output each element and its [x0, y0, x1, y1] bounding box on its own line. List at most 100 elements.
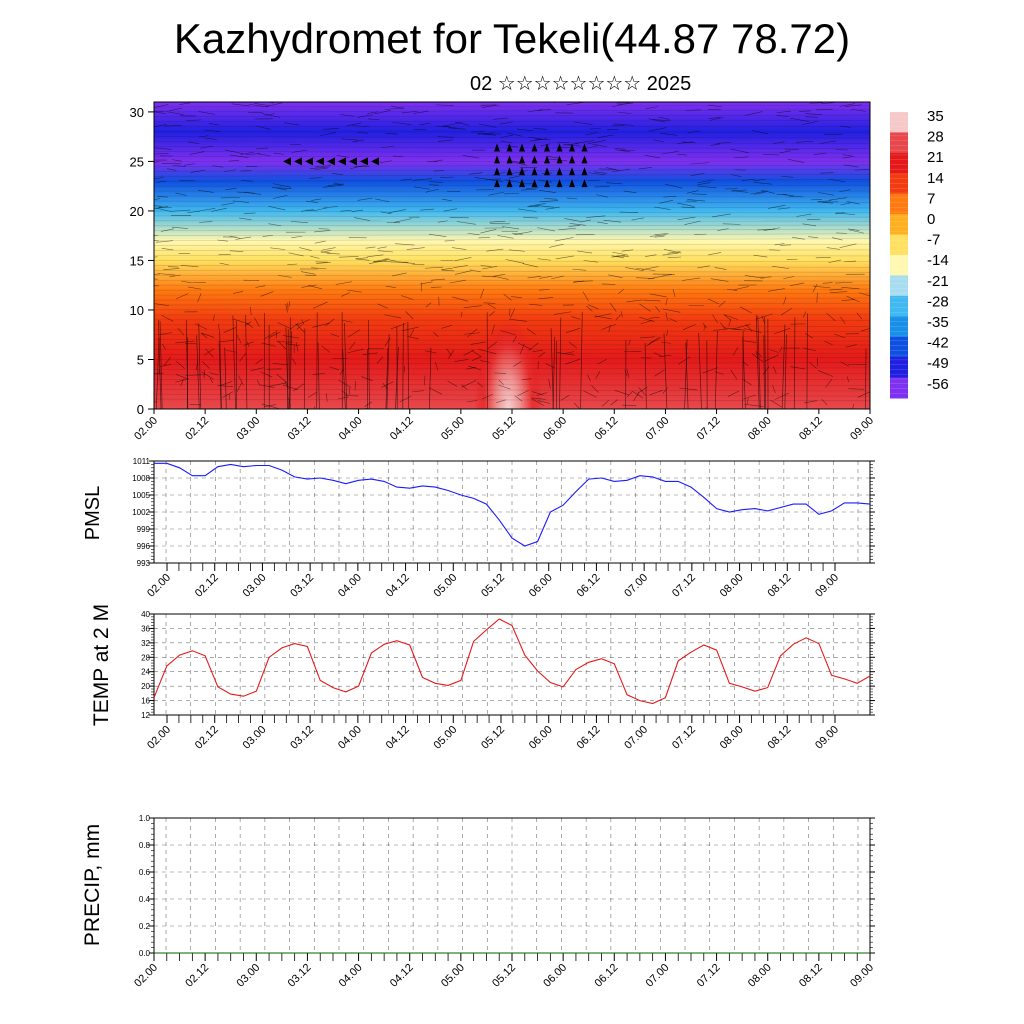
wind-streamline	[254, 103, 270, 106]
contour-line	[154, 265, 870, 268]
x-tick-label: 04.00	[336, 572, 364, 600]
wind-streamline	[481, 104, 500, 108]
wind-streamline	[488, 191, 504, 196]
wind-arrow	[581, 155, 588, 164]
x-tick-label: 05.00	[439, 962, 467, 990]
wind-streamline	[804, 332, 813, 339]
wind-streamline	[558, 227, 577, 231]
colorbar-label: 14	[927, 170, 944, 187]
wind-streamline	[776, 115, 789, 117]
wind-streamline	[527, 275, 542, 279]
wind-streamline	[733, 323, 751, 330]
wind-streamline	[769, 349, 779, 353]
wind-streamline	[533, 128, 547, 130]
contour-line	[154, 293, 870, 296]
wind-arrow	[506, 143, 513, 152]
wind-streamline	[772, 265, 790, 269]
wind-streamline	[175, 293, 189, 300]
wind-streamline	[272, 363, 288, 366]
wind-streamline	[601, 323, 617, 330]
wind-streamline	[448, 127, 467, 130]
wind-arrow	[581, 167, 588, 176]
wind-streamline	[662, 308, 681, 313]
wind-streamline	[513, 361, 522, 367]
wind-streamline	[658, 116, 670, 120]
wind-streamline	[344, 323, 348, 409]
wind-streamline	[309, 177, 322, 179]
wind-streamline	[586, 215, 606, 218]
wind-streamline	[365, 246, 376, 249]
wind-streamline	[560, 395, 570, 401]
wind-streamline	[437, 139, 453, 142]
wind-streamline	[338, 379, 352, 388]
wind-streamline	[222, 391, 234, 398]
wind-streamline	[554, 237, 574, 242]
wind-streamline	[367, 254, 384, 258]
wind-streamline	[544, 198, 558, 200]
wind-streamline	[572, 268, 587, 271]
wind-streamline	[666, 329, 669, 336]
wind-streamline	[276, 187, 292, 189]
wind-streamline	[180, 378, 184, 387]
wind-streamline	[805, 113, 822, 115]
x-tick-label: 02.12	[183, 415, 211, 443]
wind-streamline	[321, 247, 336, 251]
y-tick-label: 0.2	[139, 922, 151, 931]
wind-arrow	[531, 167, 538, 176]
wind-streamline	[497, 235, 514, 239]
y-tick-label: 993	[137, 559, 151, 568]
wind-streamline	[154, 285, 160, 287]
wind-streamline	[197, 293, 202, 303]
wind-streamline	[808, 236, 819, 239]
wind-streamline	[463, 332, 480, 335]
y-axis-label: PRECIP, mm	[81, 824, 104, 946]
wind-streamline	[512, 336, 517, 343]
wind-streamline	[512, 233, 523, 235]
wind-streamline	[517, 342, 532, 350]
colorbar-label: -49	[927, 355, 949, 372]
wind-streamline	[447, 380, 458, 387]
wind-streamline	[463, 305, 482, 309]
wind-streamline	[277, 340, 287, 350]
wind-streamline	[154, 147, 172, 150]
wind-streamline	[409, 329, 415, 337]
wind-streamline	[474, 177, 487, 180]
wind-streamline	[441, 269, 455, 272]
wind-streamline	[597, 134, 614, 138]
wind-streamline	[517, 128, 534, 132]
wind-streamline	[466, 328, 478, 338]
wind-streamline	[351, 209, 364, 212]
wind-streamline	[347, 348, 364, 354]
wind-streamline	[846, 295, 860, 303]
colorbar-label: -56	[927, 376, 949, 393]
wind-streamline	[856, 312, 863, 320]
wind-streamline	[754, 182, 772, 185]
wind-streamline	[355, 257, 368, 260]
contour-line	[154, 383, 870, 386]
wind-streamline	[580, 219, 591, 223]
wind-streamline	[228, 160, 239, 162]
wind-streamline	[809, 362, 817, 369]
wind-streamline	[477, 132, 495, 135]
wind-streamline	[229, 154, 249, 158]
wind-streamline	[169, 107, 183, 112]
wind-streamline	[677, 141, 693, 144]
wind-streamline	[478, 237, 490, 239]
wind-streamline	[509, 308, 511, 316]
wind-streamline	[847, 228, 860, 231]
wind-streamline	[453, 257, 472, 262]
wind-streamline	[854, 169, 869, 171]
contour-line	[154, 357, 870, 360]
wind-streamline	[296, 319, 311, 326]
series-line	[154, 462, 871, 547]
wind-streamline	[614, 390, 629, 395]
x-tick-label: 04.12	[384, 724, 412, 752]
wind-streamline	[764, 316, 767, 409]
wind-streamline	[779, 150, 791, 154]
wind-streamline	[665, 183, 683, 189]
wind-streamline	[441, 324, 452, 329]
contour-line	[154, 105, 870, 108]
wind-streamline	[783, 296, 787, 305]
contour-line	[154, 205, 870, 209]
wind-streamline	[180, 265, 199, 268]
